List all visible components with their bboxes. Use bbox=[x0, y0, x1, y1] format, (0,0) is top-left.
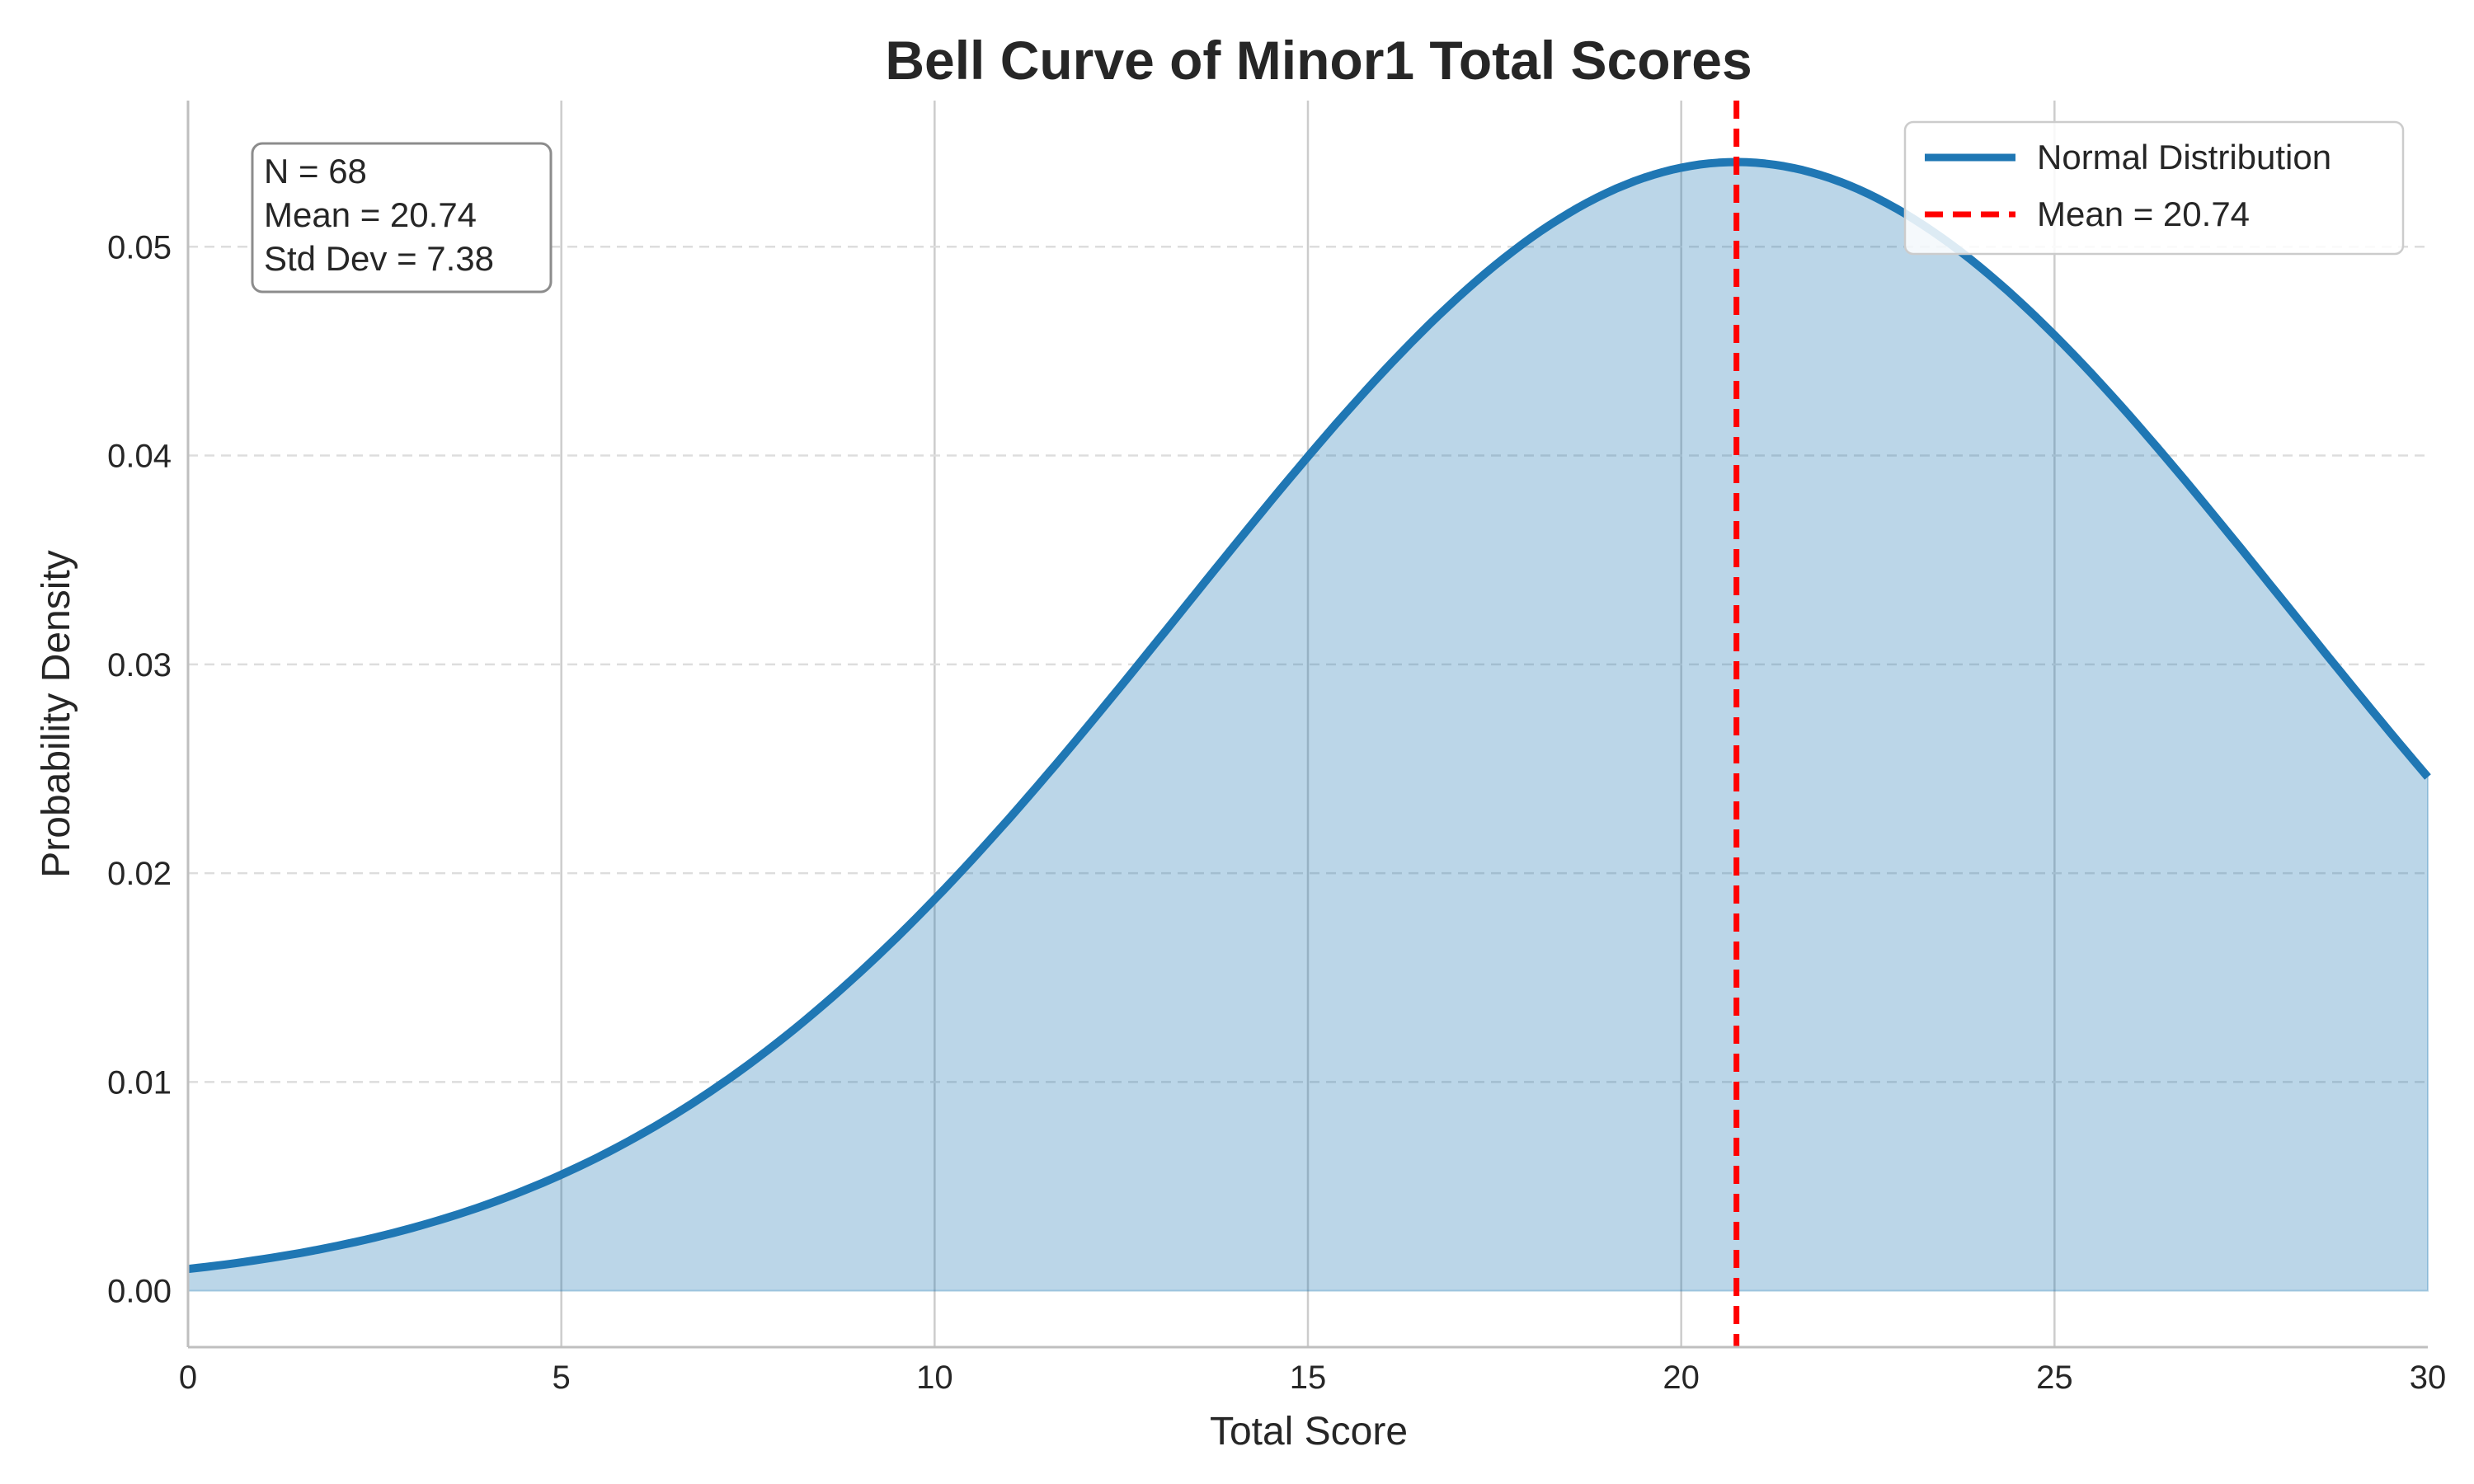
axes bbox=[186, 101, 2428, 1349]
x-axis-ticks: 0 5 10 15 20 25 30 bbox=[179, 1360, 2446, 1396]
chart-title: Bell Curve of Minor1 Total Scores bbox=[885, 30, 1752, 91]
x-tick-label-5: 25 bbox=[2036, 1360, 2073, 1396]
y-tick-label-3: 0.03 bbox=[107, 647, 172, 683]
stats-box: N = 68 Mean = 20.74 Std Dev = 7.38 bbox=[251, 142, 553, 294]
legend-mean-label: Mean = 20.74 bbox=[2037, 195, 2250, 233]
y-tick-label-2: 0.02 bbox=[107, 856, 172, 892]
stats-mean: Mean = 20.74 bbox=[264, 195, 477, 234]
x-axis-label: Total Score bbox=[1210, 1410, 1408, 1453]
legend-frame bbox=[1903, 120, 2405, 256]
legend: Normal Distribution Mean = 20.74 bbox=[1903, 120, 2405, 256]
x-tick-label-0: 0 bbox=[179, 1360, 197, 1396]
x-tick-label-4: 20 bbox=[1663, 1360, 1700, 1396]
y-axis-label: Probability Density bbox=[35, 550, 78, 878]
stats-n: N = 68 bbox=[264, 152, 367, 190]
y-tick-label-0: 0.00 bbox=[107, 1274, 172, 1310]
y-tick-label-5: 0.05 bbox=[107, 229, 172, 265]
x-tick-label-3: 15 bbox=[1290, 1360, 1327, 1396]
stats-box-frame bbox=[251, 142, 553, 294]
y-axis-ticks: 0.00 0.01 0.02 0.03 0.04 0.05 bbox=[107, 229, 172, 1309]
y-tick-label-4: 0.04 bbox=[107, 439, 172, 475]
x-tick-label-6: 30 bbox=[2410, 1360, 2447, 1396]
legend-curve-label: Normal Distribution bbox=[2037, 138, 2331, 176]
normal-distribution-curve bbox=[187, 157, 2431, 1274]
x-tick-label-2: 10 bbox=[916, 1360, 953, 1396]
x-tick-label-1: 5 bbox=[553, 1360, 571, 1396]
stats-std-dev: Std Dev = 7.38 bbox=[264, 239, 494, 278]
y-tick-label-1: 0.01 bbox=[107, 1064, 172, 1101]
